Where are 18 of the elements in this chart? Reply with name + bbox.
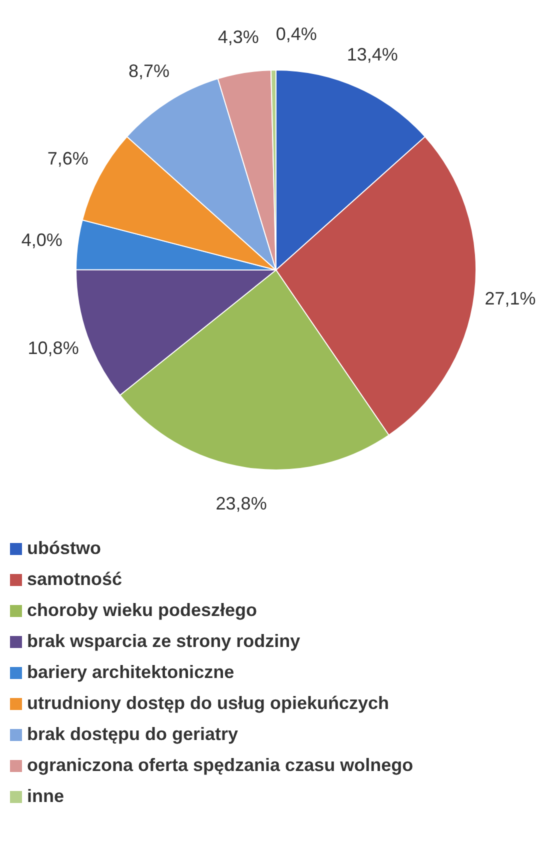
data-label: 0,4% bbox=[276, 24, 317, 44]
legend-label: samotność bbox=[27, 569, 122, 590]
data-label: 4,0% bbox=[21, 230, 62, 250]
data-label: 8,7% bbox=[128, 61, 170, 82]
data-label: 27,1% bbox=[484, 288, 536, 308]
legend-label: choroby wieku podeszłego bbox=[27, 600, 258, 621]
legend-label: utrudniony dostęp do usług opiekuńczych bbox=[27, 693, 390, 714]
legend-label: inne bbox=[27, 786, 64, 807]
data-label: 23,8% bbox=[216, 493, 267, 514]
legend-label: bariery architektoniczne bbox=[27, 662, 234, 683]
data-label: 7,6% bbox=[47, 148, 88, 169]
data-label: 13,4% bbox=[346, 44, 398, 65]
data-label: 4,3% bbox=[218, 27, 259, 48]
data-label: 10,8% bbox=[28, 338, 79, 358]
legend-label: ograniczona oferta spędzania czasu wolnego bbox=[27, 755, 414, 776]
legend-label: brak dostępu do geriatry bbox=[27, 724, 238, 745]
legend-label: ubóstwo bbox=[27, 538, 101, 559]
legend-label: brak wsparcia ze strony rodziny bbox=[27, 631, 300, 652]
